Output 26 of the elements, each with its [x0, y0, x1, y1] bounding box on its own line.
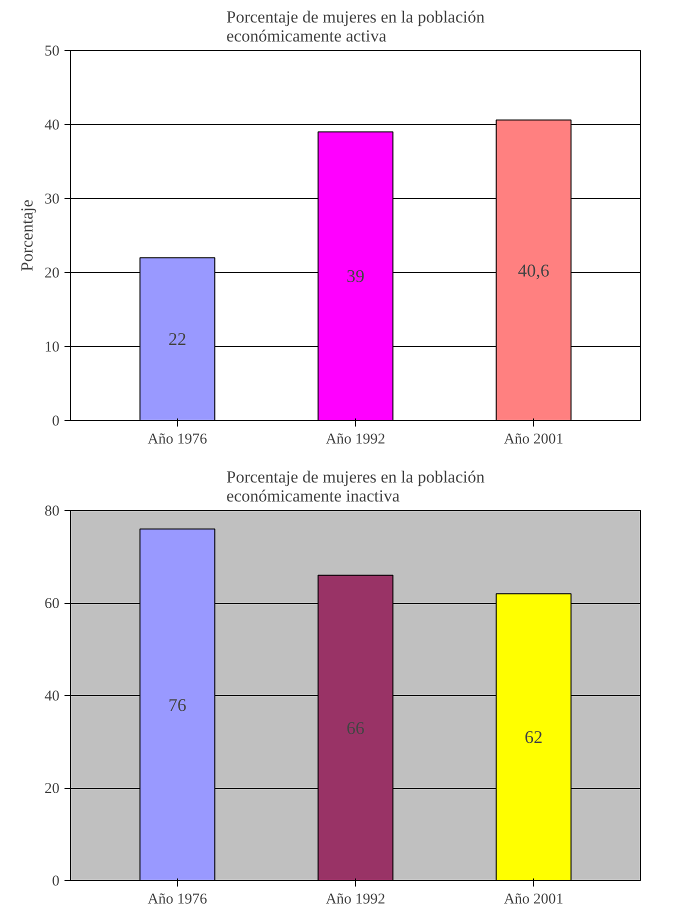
y-tick-label: 20: [44, 781, 60, 797]
x-tick-label: Año 1992: [326, 432, 386, 448]
data-label: 22: [168, 329, 186, 350]
chart-title: Porcentaje de mujeres en la población económicamente inactiva: [226, 468, 486, 506]
y-tick-label: 50: [44, 44, 60, 60]
y-tick-label: 30: [44, 192, 60, 208]
data-label: 39: [346, 266, 364, 286]
data-label: 62: [524, 727, 543, 748]
y-tick-label: 0: [52, 414, 60, 430]
y-tick-label: 20: [44, 266, 60, 282]
y-tick-label: 60: [44, 596, 60, 612]
x-tick-label: Año 2001: [504, 892, 564, 908]
data-label: 66: [346, 718, 364, 738]
data-label: 76: [168, 694, 186, 715]
x-tick-label: Año 2001: [504, 432, 564, 448]
y-tick-label: 0: [52, 874, 60, 890]
y-tick-label: 40: [44, 118, 60, 134]
data-label: 40,6: [518, 260, 550, 280]
y-tick-label: 10: [44, 340, 60, 356]
y-axis-title: Porcentaje: [18, 200, 36, 272]
chart-title: Porcentaje de mujeres en la población económicamente activa: [226, 8, 486, 46]
x-tick-label: Año 1992: [326, 892, 386, 908]
x-tick-label: Año 1976: [148, 432, 208, 448]
y-tick-label: 40: [44, 688, 60, 704]
x-tick-label: Año 1976: [148, 892, 208, 908]
y-tick-label: 80: [44, 504, 60, 520]
